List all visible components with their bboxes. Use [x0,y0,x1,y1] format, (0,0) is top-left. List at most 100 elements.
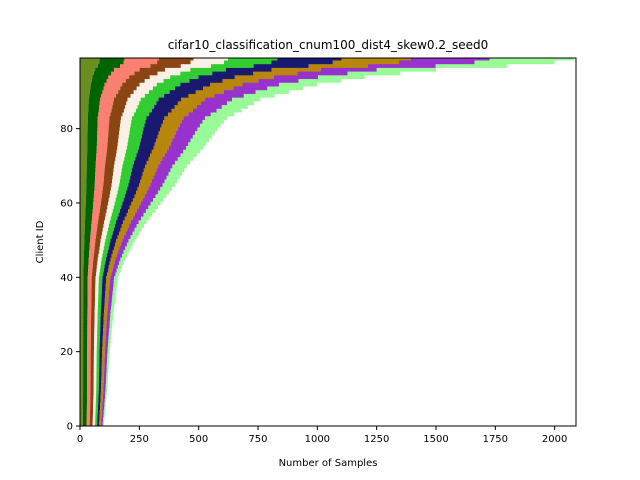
bar-client-97-class-1 [97,63,121,68]
bar-client-33-class-1 [83,301,88,306]
bar-client-61-class-7 [132,197,143,202]
bar-client-33-class-6 [101,301,105,306]
bar-client-19-class-7 [102,353,105,358]
bar-client-19-class-4 [93,353,97,358]
bar-client-18-class-8 [104,357,108,362]
bar-client-40-class-7 [106,275,111,280]
bar-client-12-class-8 [103,379,106,384]
bar-client-14-class-7 [101,372,105,377]
bar-client-15-class-0 [80,368,84,373]
bar-client-78-class-6 [141,134,158,139]
bar-client-70-class-7 [145,163,159,169]
bar-client-27-class-2 [87,323,91,329]
bar-client-53-class-6 [113,227,121,232]
bar-client-6-class-1 [82,401,87,407]
x-axis-title: Number of Samples [279,458,378,469]
bar-client-70-class-9 [172,163,187,169]
x-tick-label: 750 [248,434,267,445]
bar-client-46-class-7 [111,253,117,258]
bar-client-17-class-6 [99,360,102,366]
x-tick-label: 500 [189,434,208,445]
bar-client-45-class-6 [105,256,111,262]
bar-client-69-class-2 [95,167,105,172]
bar-client-28-class-8 [106,320,110,325]
bar-client-29-class-3 [91,316,95,321]
bar-client-57-class-7 [126,212,135,217]
bar-client-36-class-4 [95,290,99,295]
bar-client-21-class-7 [102,346,106,351]
bar-client-78-class-8 [174,134,193,139]
bar-client-71-class-0 [80,160,87,165]
bar-client-46-class-4 [98,253,103,258]
bar-client-51-class-5 [106,234,112,239]
bar-client-18-class-1 [83,357,88,362]
bar-client-31-class-0 [80,308,84,314]
bar-client-34-class-2 [87,297,92,303]
bar-client-92-class-6 [180,82,211,87]
bar-client-60-class-1 [85,201,94,206]
bar-client-99-class-6 [277,58,342,61]
bar-client-9-class-4 [93,390,97,396]
bar-client-63-class-9 [157,189,170,195]
bar-client-22-class-1 [83,342,88,347]
bar-client-95-class-3 [134,71,158,76]
bar-client-30-class-5 [97,312,101,317]
bar-client-54-class-9 [136,223,145,228]
bar-client-97-class-5 [211,63,254,68]
bar-client-87-class-4 [126,100,140,106]
bar-client-44-class-0 [80,260,84,265]
bar-client-67-class-8 [153,175,167,180]
bar-client-57-class-9 [143,212,153,217]
bar-client-93-class-8 [258,78,299,83]
bar-client-11-class-1 [83,383,88,388]
bar-client-3-class-6 [97,412,100,418]
bar-client-19-class-1 [83,353,88,358]
bar-client-86-class-1 [88,104,100,109]
bar-client-57-class-5 [111,212,119,217]
bar-client-20-class-9 [107,349,110,355]
bar-client-37-class-3 [91,286,96,291]
bar-client-30-class-6 [100,312,104,317]
bar-client-78-class-4 [118,134,129,139]
bar-client-7-class-4 [93,398,96,403]
bar-client-58-class-8 [136,208,146,213]
bar-client-88-class-9 [232,97,261,102]
bar-client-43-class-6 [104,264,109,269]
bar-client-92-class-5 [156,82,181,87]
bar-client-54-class-1 [84,223,92,228]
bar-client-51-class-8 [123,234,131,239]
bar-client-48-class-7 [113,245,120,251]
bar-client-73-class-8 [164,152,181,158]
bar-client-29-class-4 [94,316,98,321]
bar-client-32-class-0 [80,305,84,310]
bar-client-13-class-5 [96,375,99,381]
bar-client-74-class-7 [151,149,167,154]
bar-client-26-class-4 [94,327,98,332]
bar-client-1-class-2 [86,420,90,425]
bar-client-99-class-5 [228,58,278,61]
bar-client-65-class-1 [86,182,95,187]
bar-client-95-class-1 [93,71,112,76]
bar-client-92-class-9 [278,82,318,87]
bar-client-96-class-3 [139,67,166,72]
bar-client-89-class-2 [101,93,117,98]
bar-client-78-class-5 [128,134,142,139]
bar-client-17-class-9 [106,360,109,366]
bar-client-15-class-4 [93,368,97,373]
bar-client-69-class-5 [121,167,132,172]
bar-client-1-class-0 [80,420,83,425]
bar-client-63-class-4 [110,189,118,195]
bar-client-30-class-2 [87,312,92,317]
bar-client-32-class-6 [101,305,105,310]
bar-client-53-class-9 [134,227,142,232]
bar-client-15-class-6 [99,368,102,373]
bar-client-89-class-9 [243,93,275,98]
bar-client-42-class-6 [103,268,108,273]
bar-client-24-class-9 [108,334,112,340]
bar-client-35-class-5 [98,294,102,299]
bar-client-82-class-3 [109,119,121,124]
bar-client-37-class-0 [80,286,84,291]
bar-client-87-class-3 [113,100,127,106]
bar-client-45-class-8 [115,256,121,262]
bar-client-16-class-0 [80,364,84,369]
